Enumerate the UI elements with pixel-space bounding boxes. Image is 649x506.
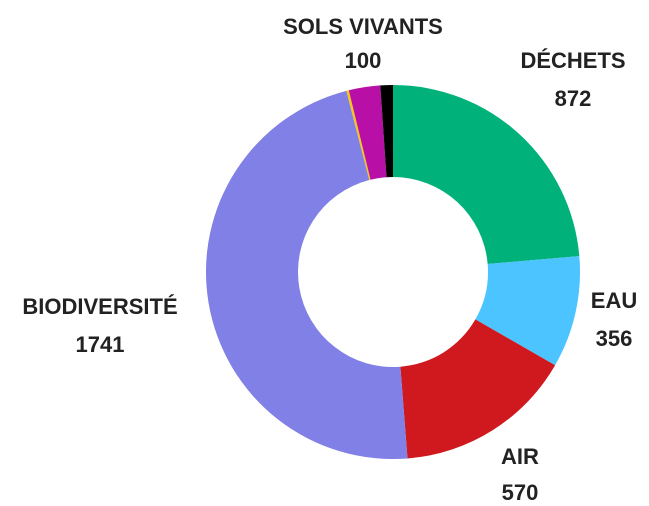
slice-label: EAU [591, 288, 637, 313]
donut-slice [475, 256, 580, 366]
slice-value: 872 [555, 86, 592, 111]
donut-slice [346, 90, 371, 181]
donut-slice [205, 90, 408, 459]
slice-value: 356 [596, 326, 633, 351]
slice-value: 570 [502, 480, 539, 501]
slice-label: AIR [501, 444, 539, 469]
slice-value: 1741 [76, 332, 125, 357]
slice-label: SOLS VIVANTS [283, 14, 443, 39]
slice-value: 100 [345, 48, 382, 73]
slice-label: DÉCHETS [520, 48, 625, 73]
donut-slice [400, 319, 556, 459]
donut-slice [380, 85, 393, 178]
slice-label: BIODIVERSITÉ [22, 294, 177, 319]
donut-slice [348, 85, 387, 180]
donut-slice [393, 85, 580, 264]
